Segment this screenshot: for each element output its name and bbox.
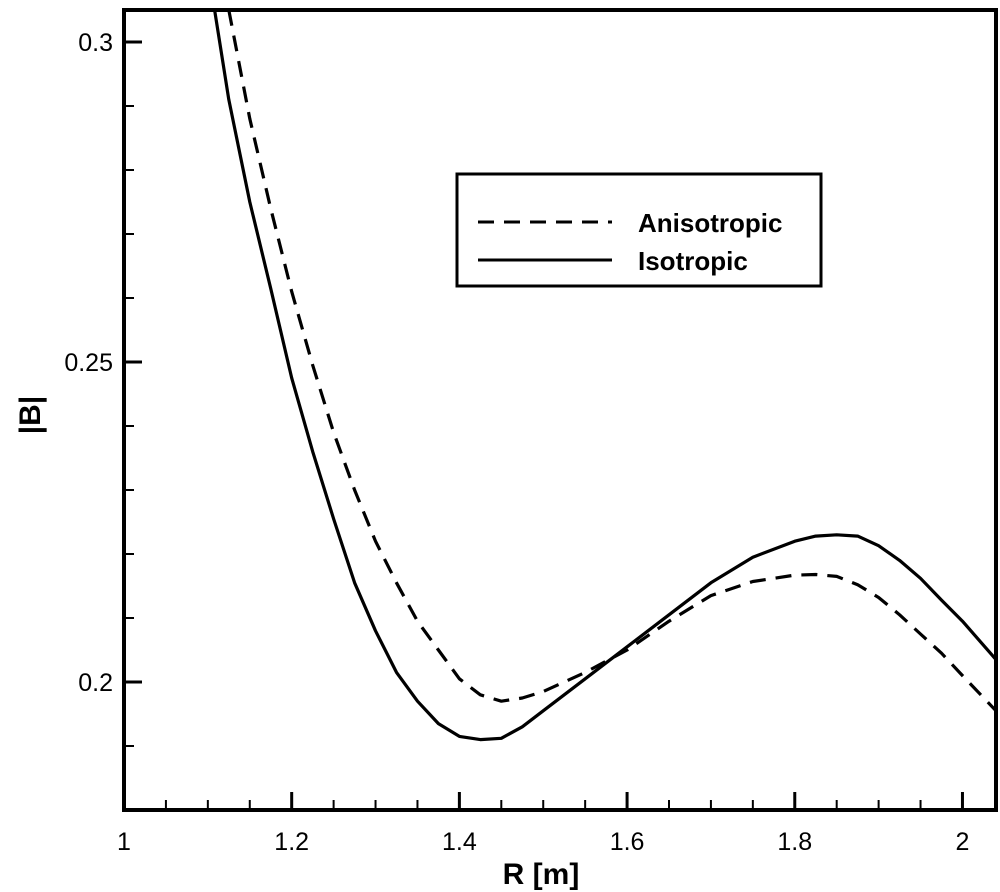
y-tick-label: 0.25 [64, 349, 113, 377]
y-tick-labels: 0.2 0.25 0.3 [64, 29, 113, 697]
legend-label-isotropic: Isotropic [638, 246, 748, 276]
x-tick-label: 1.6 [610, 828, 645, 856]
x-tick-label: 1 [117, 828, 131, 856]
x-tick-labels: 1 1.2 1.4 1.6 1.8 2 [117, 828, 969, 856]
series-lines [213, 9, 998, 742]
legend: Anisotropic Isotropic [455, 172, 823, 288]
y-tick-label: 0.2 [78, 669, 113, 697]
series-line-isotropic [213, 9, 998, 742]
legend-box [455, 172, 823, 288]
series-line-anisotropic [227, 9, 998, 712]
y-tick-label: 0.3 [78, 29, 113, 57]
y-axis-title: |B| [14, 396, 47, 434]
x-tick-label: 1.8 [777, 828, 812, 856]
legend-label-anisotropic: Anisotropic [638, 208, 782, 238]
x-axis-title: R [m] [503, 858, 580, 891]
x-tick-label: 2 [956, 828, 970, 856]
axis-ticks [122, 40, 964, 811]
plot-area [122, 8, 998, 812]
x-tick-label: 1.4 [442, 828, 477, 856]
plot-frame [122, 8, 998, 812]
x-tick-label: 1.2 [274, 828, 309, 856]
